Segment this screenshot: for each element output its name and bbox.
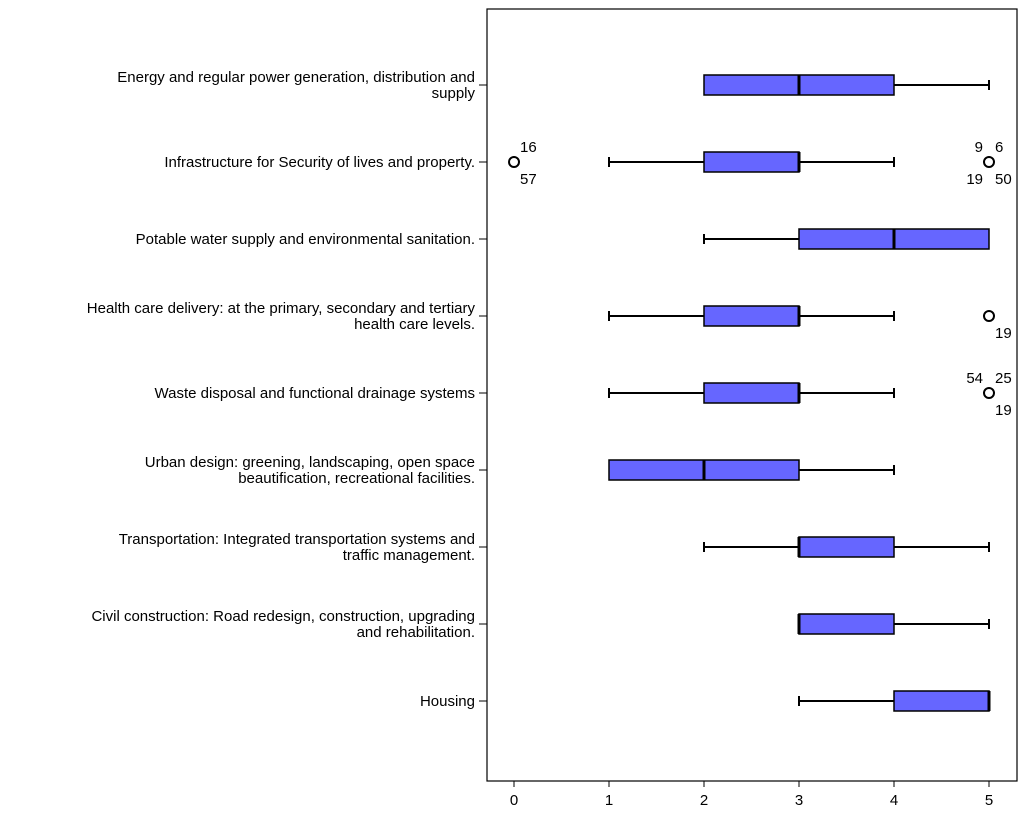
box-group: Civil construction: Road redesign, const…	[91, 608, 990, 641]
outlier-label: 19	[995, 325, 1012, 342]
x-tick-label: 1	[605, 792, 613, 809]
box-group: Potable water supply and environmental s…	[136, 228, 990, 250]
box	[703, 151, 800, 173]
category-label: traffic management.	[343, 547, 475, 564]
box-group: Transportation: Integrated transportatio…	[119, 531, 990, 564]
category-label: Health care delivery: at the primary, se…	[87, 300, 476, 317]
category-label: Transportation: Integrated transportatio…	[119, 531, 475, 548]
box-group: Urban design: greening, landscaping, ope…	[145, 454, 895, 487]
x-tick-label: 0	[510, 792, 518, 809]
box	[703, 305, 800, 327]
x-tick-label: 4	[890, 792, 898, 809]
box	[798, 613, 895, 635]
box-group: Infrastructure for Security of lives and…	[164, 139, 1011, 188]
outlier-label: 50	[995, 171, 1012, 188]
outlier-label: 54	[966, 370, 983, 387]
box	[893, 690, 990, 712]
category-label: Infrastructure for Security of lives and…	[164, 154, 475, 171]
box-group: Housing	[420, 690, 991, 712]
box-group: Waste disposal and functional drainage s…	[155, 370, 1012, 419]
outlier-point	[508, 156, 520, 168]
category-label: Energy and regular power generation, dis…	[117, 69, 475, 86]
x-tick-label: 2	[700, 792, 708, 809]
category-label: beautification, recreational facilities.	[238, 470, 475, 487]
category-label: Civil construction: Road redesign, const…	[91, 608, 475, 625]
category-label: health care levels.	[354, 316, 475, 333]
outlier-label: 19	[966, 171, 983, 188]
outlier-label: 19	[995, 402, 1012, 419]
category-label: Housing	[420, 693, 475, 710]
outlier-label: 25	[995, 370, 1012, 387]
category-label: Potable water supply and environmental s…	[136, 231, 475, 248]
category-label: Waste disposal and functional drainage s…	[155, 385, 475, 402]
outlier-label: 16	[520, 139, 537, 156]
outlier-point	[983, 387, 995, 399]
x-tick-label: 3	[795, 792, 803, 809]
outlier-label: 6	[995, 139, 1003, 156]
category-label: Urban design: greening, landscaping, ope…	[145, 454, 475, 471]
outlier-point	[983, 310, 995, 322]
box-group: Energy and regular power generation, dis…	[117, 69, 990, 102]
box-group: Health care delivery: at the primary, se…	[87, 300, 1012, 342]
outlier-label: 57	[520, 171, 537, 188]
outlier-label: 9	[975, 139, 983, 156]
x-tick-label: 5	[985, 792, 993, 809]
category-label: supply	[432, 85, 476, 102]
box	[798, 536, 895, 558]
outlier-point	[983, 156, 995, 168]
category-label: and rehabilitation.	[357, 624, 475, 641]
box	[703, 382, 800, 404]
plot-frame	[486, 8, 1018, 782]
